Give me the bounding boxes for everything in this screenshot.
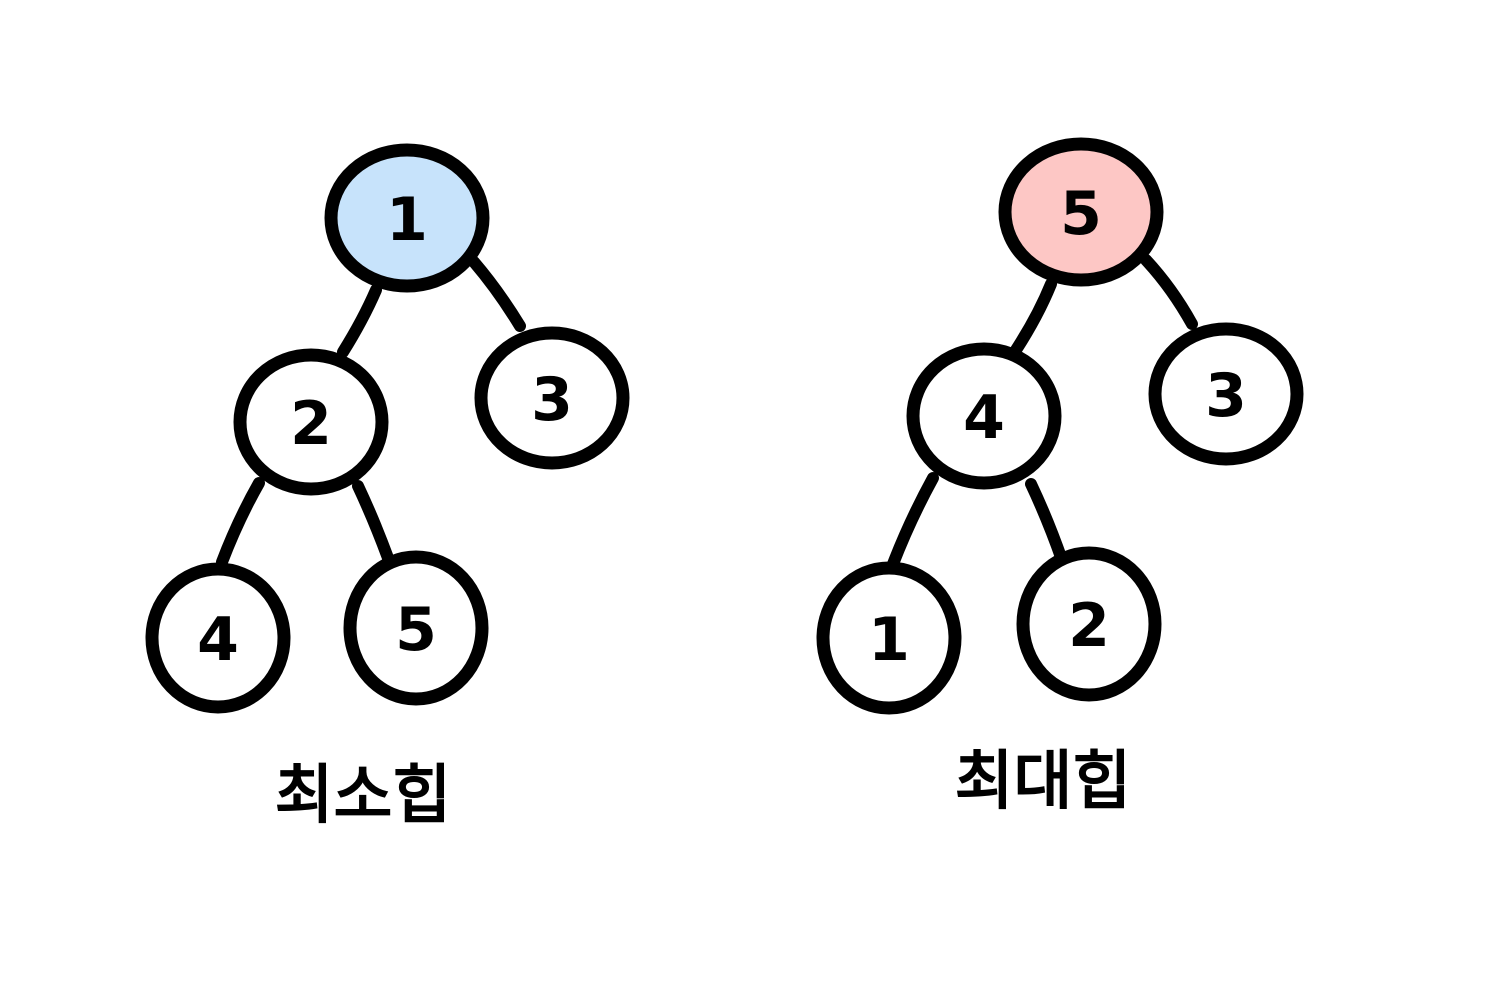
min-heap-node-left-right: 5 [343, 550, 489, 706]
min-heap-node-left: 2 [233, 348, 389, 496]
min-heap-edge-left-to-left-right [352, 480, 394, 564]
max-heap-node-left-left-label: 1 [868, 605, 910, 675]
max-heap-edge-left-to-left-right [1025, 478, 1068, 566]
min-heap-caption: 최소힙 [275, 759, 452, 833]
max-heap-node-right: 3 [1148, 322, 1304, 466]
min-heap-node-root-label: 1 [386, 185, 428, 255]
min-heap-node-left-left: 4 [145, 562, 291, 714]
min-heap-edge-root-to-right [468, 256, 526, 332]
max-heap-node-root-circle [998, 137, 1164, 287]
min-heap-node-left-label: 2 [290, 389, 332, 459]
min-heap-node-right: 3 [474, 326, 630, 470]
max-heap-node-right-circle [1148, 322, 1304, 466]
min-heap-edge-left-to-left-left [216, 477, 265, 568]
max-heap-node-left-right-label: 2 [1068, 591, 1110, 661]
max-heap-node-left-left-circle [816, 561, 962, 715]
min-heap-tree: 1 2 3 4 5 최소힙 [145, 143, 630, 833]
min-heap-node-root: 1 [324, 143, 490, 293]
max-heap-node-root-label: 5 [1060, 179, 1102, 249]
min-heap-node-root-circle [324, 143, 490, 293]
min-heap-edge-root-to-left [337, 284, 382, 358]
min-heap-node-left-circle [233, 348, 389, 496]
max-heap-node-left-left: 1 [816, 561, 962, 715]
max-heap-node-right-label: 3 [1205, 361, 1247, 431]
min-heap-node-left-right-label: 5 [395, 595, 437, 665]
min-heap-node-left-left-circle [145, 562, 291, 714]
max-heap-tree: 5 4 3 1 2 최대힙 [816, 137, 1304, 819]
max-heap-node-root: 5 [998, 137, 1164, 287]
max-heap-edge-root-to-right [1140, 254, 1198, 330]
max-heap-edge-left-to-left-left [887, 472, 939, 570]
min-heap-node-right-circle [474, 326, 630, 470]
max-heap-node-left: 4 [906, 342, 1062, 490]
min-heap-node-left-left-label: 4 [197, 605, 239, 675]
max-heap-edge-root-to-left [1010, 278, 1057, 356]
max-heap-node-left-right: 2 [1016, 546, 1162, 702]
min-heap-node-right-label: 3 [531, 365, 573, 435]
min-heap-node-left-right-circle [343, 550, 489, 706]
max-heap-node-left-label: 4 [963, 383, 1005, 453]
max-heap-node-left-circle [906, 342, 1062, 490]
max-heap-node-left-right-circle [1016, 546, 1162, 702]
max-heap-caption: 최대힙 [955, 745, 1132, 819]
trees-layer: 1 2 3 4 5 최소힙 5 4 3 1 2 최대힙 [145, 137, 1304, 833]
